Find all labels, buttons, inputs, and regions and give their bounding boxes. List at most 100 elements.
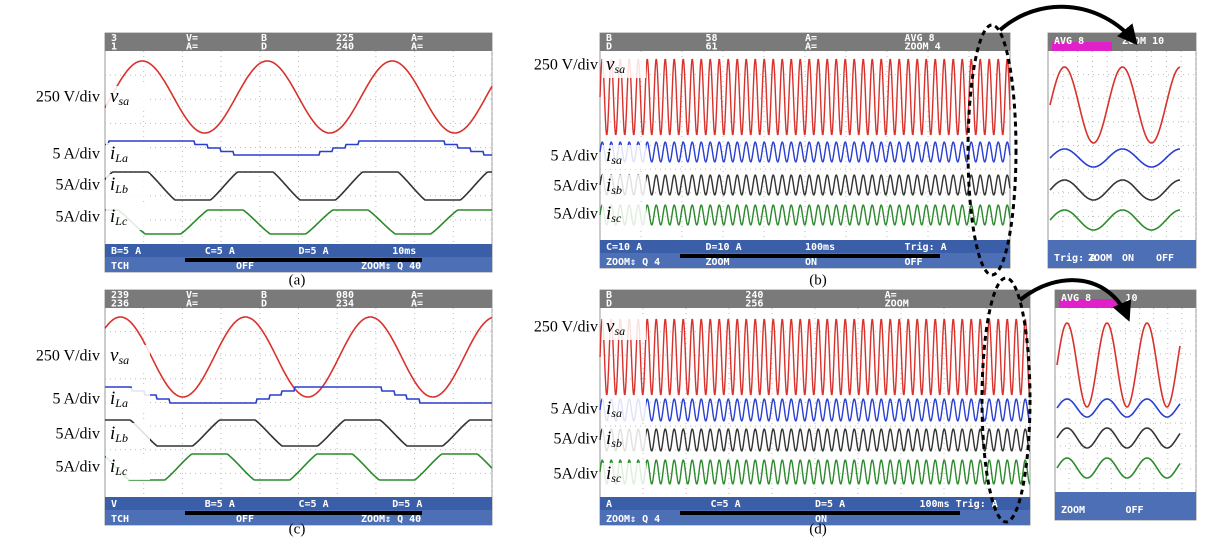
signal-subscript: Lc (114, 464, 128, 478)
signal-subscript: sa (614, 62, 625, 76)
scale-label: 5A/div (56, 209, 100, 226)
scale-label: 5 A/div (52, 146, 100, 163)
caption: (d) (809, 521, 827, 537)
scope-text: D=5 A (392, 499, 422, 510)
scope-text: C=10 A (606, 242, 642, 253)
scale-label: 5 A/div (550, 401, 598, 418)
scope-text: 234 (336, 299, 354, 310)
scope-text: 10ms (392, 246, 416, 257)
scope-text: V (111, 499, 117, 510)
scope-text: A= (186, 42, 198, 53)
scale-label: 5A/div (554, 466, 598, 483)
signal-subscript: Lb (114, 431, 128, 445)
scale-label: 5A/div (554, 206, 598, 223)
caption: (c) (289, 521, 306, 537)
scale-label: 250 V/div (534, 319, 598, 336)
signal-subscript: Lc (114, 214, 128, 228)
scope-text: Trig: A (905, 241, 947, 253)
scope-screen (105, 290, 492, 525)
scale-label: 5A/div (554, 178, 598, 195)
scope-text: ON (805, 257, 817, 268)
scale-label: 5A/div (56, 426, 100, 443)
scope-text: ZOOM⇕ Q 4 (606, 514, 660, 525)
scope-text: ZOOM 4 (905, 42, 941, 53)
scope-text: OFF (1156, 253, 1174, 264)
signal-subscript: sb (611, 436, 622, 450)
signal-subscript: La (114, 396, 128, 410)
scope-text: D=5 A (299, 246, 329, 257)
scope-text: A= (411, 42, 423, 53)
scope-text: TCH (111, 514, 129, 525)
scope-text: C=5 A (711, 499, 741, 510)
signal-subscript: sa (118, 353, 129, 367)
signal-subscript: sc (611, 471, 622, 485)
scale-label: 5A/div (554, 431, 598, 448)
figure: 3V=B225A=1A=D240A=B=5 AC=5 AD=5 A10msTCH… (0, 0, 1216, 543)
channel-letter: D (1184, 467, 1190, 478)
scope-text: 100ms Trig: A (920, 498, 998, 510)
channel-letter: A (1184, 104, 1190, 115)
signal-subscript: Lb (114, 182, 128, 196)
channel-letter: A (1184, 364, 1190, 375)
signal-subscript: sb (611, 183, 622, 197)
channel-letter: D (1184, 219, 1190, 230)
scope-text: ZOOM⇕ Q 40 (361, 261, 421, 272)
scope-text: ZOOM (1088, 253, 1112, 264)
scale-label: 5 A/div (550, 148, 598, 165)
scope-text: ON (1122, 253, 1134, 264)
scale-label: 250 V/div (36, 348, 100, 365)
scope-text: B=5 A (111, 246, 141, 257)
signal-subscript: sc (611, 211, 622, 225)
scope-text: 100ms (805, 242, 835, 253)
scope-text: ZOOM⇕ Q 40 (361, 514, 421, 525)
scope-text: D (606, 299, 612, 310)
scope-text: ZOOM (706, 257, 730, 268)
scope-text: D (261, 299, 267, 310)
signal-subscript: sa (614, 324, 625, 338)
signal-subscript: sa (611, 406, 622, 420)
scope-text: 10 (1126, 293, 1138, 304)
scope-text: C=5 A (299, 499, 329, 510)
signal-subscript: La (114, 151, 128, 165)
scope-text: OFF (236, 514, 254, 525)
caption: (b) (809, 272, 827, 288)
scope-header (600, 290, 1030, 308)
channel-letter: B (1184, 407, 1190, 418)
scope-text: A= (186, 299, 198, 310)
channel-letter: B (1184, 157, 1190, 168)
scope-text: D=5 A (815, 499, 845, 510)
channel-letter: C (1184, 189, 1190, 200)
channel-letter: C (1184, 437, 1190, 448)
scope-text: OFF (1126, 505, 1144, 516)
scope-text: 61 (706, 42, 718, 53)
scope-header (105, 290, 492, 308)
scope-text: AVG 8 (1061, 293, 1091, 304)
scope-text: ZOOM (885, 299, 909, 310)
scale-label: 5A/div (56, 459, 100, 476)
scale-label: 5A/div (56, 177, 100, 194)
scope-text: OFF (905, 257, 923, 268)
scope-text: A= (411, 299, 423, 310)
scope-text: 1 (111, 42, 117, 53)
scope-text: OFF (236, 261, 254, 272)
scope-text: D (606, 42, 612, 53)
signal-subscript: sa (611, 153, 622, 167)
scope-text: B=5 A (205, 499, 235, 510)
scope-text: D=10 A (706, 242, 742, 253)
scope-text: TCH (111, 261, 129, 272)
scope-text: A= (805, 42, 817, 53)
scope-header (105, 33, 492, 51)
scale-label: 5 A/div (52, 391, 100, 408)
signal-subscript: sa (118, 94, 129, 108)
scale-label: 250 V/div (534, 57, 598, 74)
scope-text: ZOOM 10 (1122, 36, 1164, 47)
scope-text: AVG 8 (1054, 36, 1084, 47)
scope-text: 240 (336, 42, 354, 53)
scope-screen (600, 33, 1010, 268)
scope-text: A (606, 499, 612, 510)
scope-text: D (261, 42, 267, 53)
scope-text: C=5 A (205, 246, 235, 257)
scope-text: ZOOM (1061, 505, 1085, 516)
scope-text: ZOOM⇕ Q 4 (606, 257, 660, 268)
scale-label: 250 V/div (36, 89, 100, 106)
